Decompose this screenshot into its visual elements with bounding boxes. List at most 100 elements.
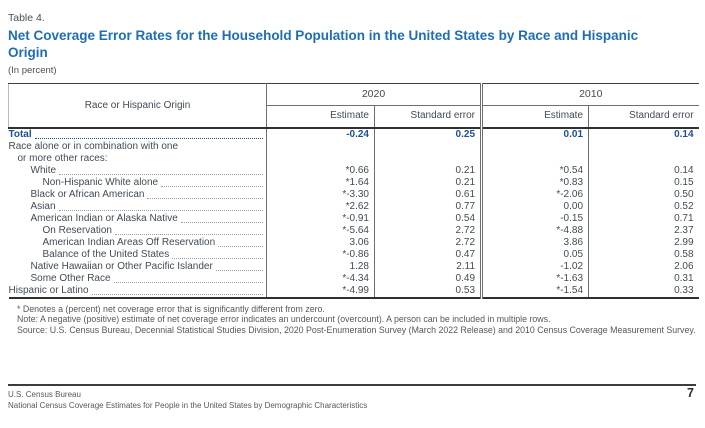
row-label-cell: American Indian Areas Off Reservation	[8, 236, 267, 249]
val-2010-estimate: -1.02	[480, 260, 589, 273]
val-2010-stderr	[588, 140, 699, 153]
row-label: White	[30, 165, 57, 177]
val-2010-stderr: 0.15	[588, 176, 699, 189]
footer-org: U.S. Census Bureau	[8, 390, 81, 399]
val-2020-stderr: 0.54	[373, 212, 482, 225]
table-row: Total -0.24 0.25 0.01 0.14	[8, 127, 699, 141]
val-2010-stderr: 2.99	[588, 236, 699, 249]
row-label-cell: or more other races:	[8, 152, 267, 165]
val-2020-estimate	[267, 153, 375, 165]
table-row: Race alone or in combination with one	[8, 140, 699, 153]
col-header-stderr-2020: Standard error	[373, 104, 482, 129]
dot-leader	[215, 269, 263, 271]
row-label: Asian	[30, 201, 56, 213]
row-label-cell: Non-Hispanic White alone	[8, 176, 267, 189]
table-row: On Reservation *-5.64 2.72 *-4.88 2.37	[8, 224, 699, 237]
val-2010-estimate: 0.05	[480, 248, 589, 261]
table-body: Total -0.24 0.25 0.01 0.14 Race alone or…	[8, 127, 699, 299]
val-2020-stderr: 0.61	[373, 188, 482, 201]
val-2020-stderr: 2.72	[373, 224, 482, 237]
dot-leader	[91, 293, 263, 295]
val-2010-estimate: *-1.63	[480, 272, 589, 285]
val-2020-estimate: 3.06	[349, 237, 369, 249]
val-2020-estimate: *2.62	[345, 201, 369, 213]
val-2010-estimate: 3.86	[480, 236, 589, 249]
footnotes: * Denotes a (percent) net coverage error…	[8, 304, 700, 336]
row-label: Some Other Race	[30, 273, 111, 285]
val-2020-estimate: *-4.34	[342, 273, 369, 285]
val-2020-stderr: 2.11	[373, 260, 482, 273]
footnote-source: Source: U.S. Census Bureau, Decennial St…	[17, 324, 696, 335]
dot-leader	[113, 281, 263, 283]
coverage-error-table: Race or Hispanic Origin 2020 2010 Estima…	[8, 82, 699, 299]
dot-leader	[218, 245, 263, 247]
val-2010-stderr: 0.71	[588, 212, 699, 225]
row-label-cell: On Reservation	[8, 224, 267, 237]
val-2010-stderr: 2.06	[588, 260, 699, 273]
row-label-cell: Asian	[8, 200, 267, 213]
val-2010-estimate: 0.00	[480, 200, 589, 213]
dot-leader	[59, 173, 263, 175]
dot-leader	[114, 233, 263, 235]
val-2020-stderr: 0.47	[373, 248, 482, 261]
row-label: or more other races:	[17, 153, 108, 165]
val-2010-stderr: 0.58	[588, 248, 699, 261]
table-row: American Indian or Alaska Native *-0.91 …	[8, 212, 699, 225]
row-label-cell: Black or African American	[8, 188, 267, 201]
val-2020-stderr: 0.25	[373, 127, 482, 141]
val-2020-stderr	[373, 140, 482, 153]
row-label: Native Hawaiian or Other Pacific Islande…	[30, 261, 213, 273]
val-2010-stderr: 2.37	[588, 224, 699, 237]
row-label-cell: White	[8, 164, 267, 177]
val-2010-stderr: 0.14	[588, 164, 699, 177]
val-2020-estimate: 1.28	[349, 261, 369, 273]
val-2020-stderr: 0.53	[373, 284, 482, 299]
page-number: 7	[687, 386, 694, 400]
val-2010-estimate: *-2.06	[480, 188, 589, 201]
val-2020-estimate: *-0.86	[342, 249, 369, 261]
unit-note: (In percent)	[8, 64, 57, 76]
row-label-cell: Balance of the United States	[8, 248, 267, 261]
footnote-note: Note: A negative (positive) estimate of …	[17, 314, 551, 325]
val-2010-estimate: *0.54	[480, 164, 589, 177]
row-label: Black or African American	[30, 189, 145, 201]
row-label-cell: Total	[8, 127, 267, 141]
stub-header: Race or Hispanic Origin	[8, 82, 267, 129]
table-header: Race or Hispanic Origin 2020 2010 Estima…	[8, 82, 699, 129]
val-2020-stderr: 0.49	[373, 272, 482, 285]
table-row: Non-Hispanic White alone *1.64 0.21 *0.8…	[8, 176, 699, 189]
table-row: Native Hawaiian or Other Pacific Islande…	[8, 260, 699, 273]
val-2020-estimate: -0.24	[346, 129, 369, 141]
table-row: Balance of the United States *-0.86 0.47…	[8, 248, 699, 261]
page-title: Net Coverage Error Rates for the Househo…	[8, 28, 639, 60]
year-group-2020: 2020	[266, 82, 482, 106]
val-2020-stderr: 0.21	[373, 164, 482, 177]
val-2020-estimate: *-4.99	[266, 284, 375, 299]
footer-text: U.S. Census Bureau National Census Cover…	[8, 390, 367, 412]
val-2010-estimate: *-1.54	[480, 284, 589, 299]
dot-leader	[180, 221, 263, 223]
val-2010-stderr: 0.52	[588, 200, 699, 213]
val-2020-stderr	[373, 152, 482, 165]
table-row: or more other races:	[8, 152, 699, 165]
val-2020-estimate: *1.64	[345, 177, 369, 189]
row-label-cell: American Indian or Alaska Native	[8, 212, 267, 225]
row-label-cell: Some Other Race	[8, 272, 267, 285]
year-group-2010: 2010	[480, 82, 699, 106]
dot-leader	[34, 137, 263, 139]
row-label: Race alone or in combination with one	[8, 141, 179, 153]
table-row: Hispanic or Latino *-4.99 0.53 *-1.54 0.…	[8, 284, 699, 299]
dot-leader	[58, 209, 263, 211]
row-label: American Indian or Alaska Native	[30, 213, 178, 225]
col-header-estimate-2010: Estimate	[480, 104, 589, 129]
row-label: Hispanic or Latino	[8, 285, 89, 297]
table-row: Black or African American *-3.30 0.61 *-…	[8, 188, 699, 201]
val-2010-stderr: 0.31	[588, 272, 699, 285]
row-label-cell: Race alone or in combination with one	[8, 140, 267, 153]
footnote-significance: * Denotes a (percent) net coverage error…	[17, 303, 325, 314]
val-2020-estimate: *-0.91	[342, 213, 369, 225]
col-header-estimate-2020: Estimate	[266, 104, 375, 129]
row-label: Non-Hispanic White alone	[42, 177, 159, 189]
footer-rule	[8, 384, 696, 386]
